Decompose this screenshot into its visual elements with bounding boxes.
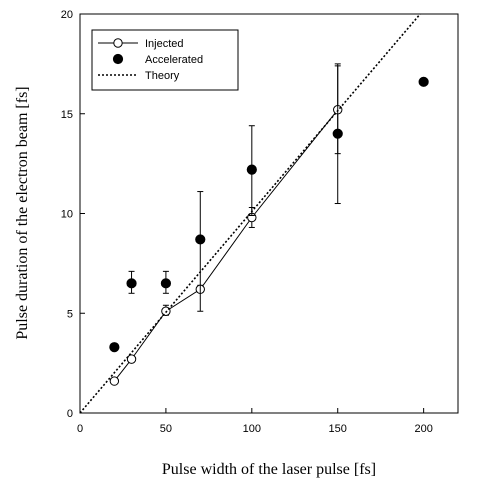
x-tick-label: 0 [77,423,83,435]
x-axis-label: Pulse width of the laser pulse [fs] [162,461,376,478]
y-tick-label: 0 [67,408,73,420]
y-tick-label: 20 [61,9,73,21]
y-axis-label: Pulse duration of the electron beam [fs] [14,86,31,339]
x-tick-label: 150 [329,423,347,435]
accelerated-point [418,76,429,87]
y-tick-label: 5 [67,308,73,320]
y-tick-label: 10 [61,209,73,221]
y-tick-label: 15 [61,109,73,121]
series-layer [79,13,429,414]
accelerated-point [126,278,137,289]
axis-ticks: 0 50 100 150 200 0 5 10 15 20 [61,9,433,435]
x-tick-label: 50 [160,423,172,435]
accelerated-point [332,128,343,139]
legend-theory-label: Theory [145,70,180,82]
accelerated-point [195,234,206,245]
legend-accelerated-label: Accelerated [145,54,203,66]
accelerated-point [109,342,120,353]
legend-accelerated-marker [112,53,124,65]
accelerated-point [160,278,172,289]
legend: Injected Accelerated Theory [91,29,239,91]
legend-injected-marker [113,38,123,48]
injected-point [109,376,120,386]
theory-line [79,13,421,414]
x-tick-label: 200 [414,423,432,435]
legend-injected-label: Injected [145,38,184,50]
x-tick-label: 100 [243,423,261,435]
injected-point [126,354,137,364]
accelerated-point [246,164,257,175]
